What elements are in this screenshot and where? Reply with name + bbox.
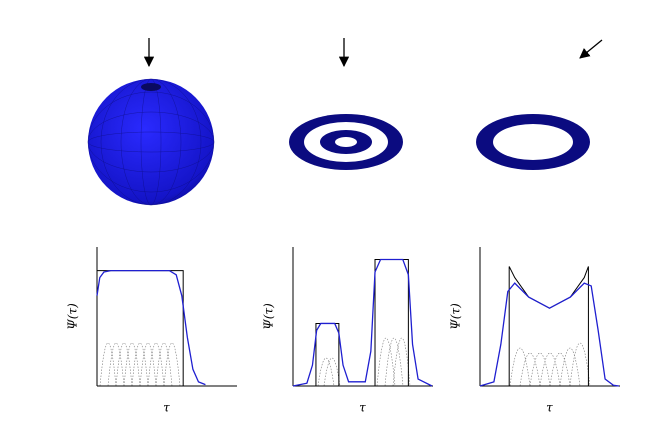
series-line	[479, 282, 620, 387]
y-axis-label: Ψ(τ)	[449, 303, 463, 330]
y-axis-label: Ψ(τ)	[262, 303, 276, 330]
series-line	[96, 269, 206, 386]
basis-functions	[99, 337, 591, 387]
y-axis-label: Ψ(τ)	[66, 303, 80, 330]
x-axis-label: τ	[546, 401, 553, 415]
series-line	[96, 270, 184, 386]
series-line	[508, 266, 589, 386]
illustrations	[87, 38, 603, 206]
x-axis-label: τ	[359, 401, 366, 415]
x-axis-label: τ	[163, 401, 170, 415]
series-line	[315, 259, 409, 387]
series-line	[292, 258, 433, 387]
